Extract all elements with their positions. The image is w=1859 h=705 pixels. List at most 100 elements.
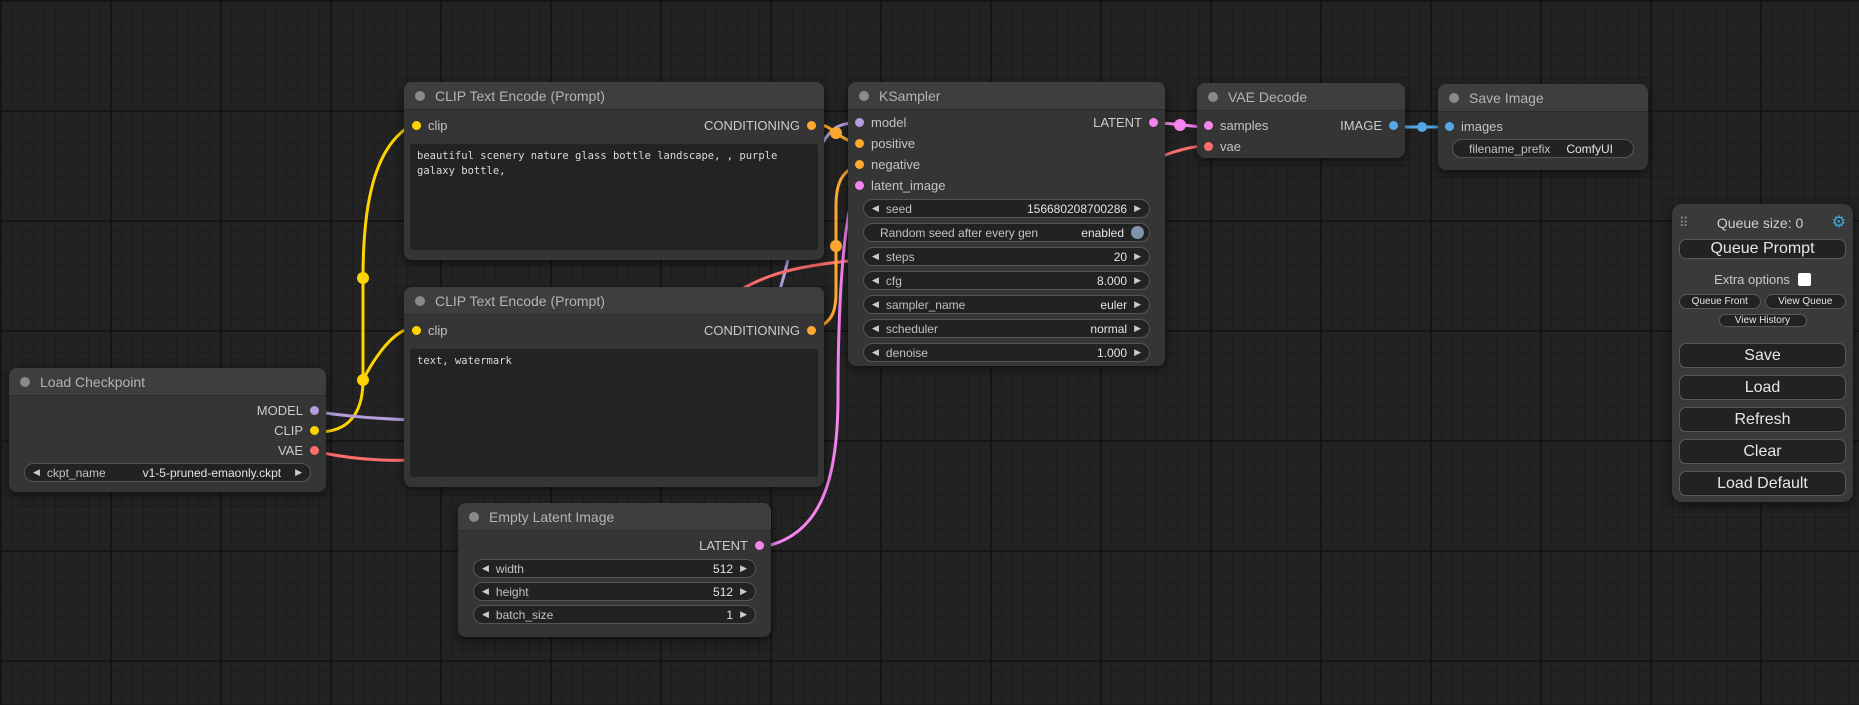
node-title-bar[interactable]: VAE Decode <box>1197 83 1405 111</box>
width-stepper[interactable]: ◀ width 512 ▶ <box>473 559 756 578</box>
steps-stepper[interactable]: ◀ steps 20 ▶ <box>863 247 1150 266</box>
node-clip-text-encode-negative[interactable]: CLIP Text Encode (Prompt) clip CONDITION… <box>404 287 824 487</box>
right-arrow-icon[interactable]: ▶ <box>1134 299 1141 309</box>
widget-value: ComfyUI <box>1566 141 1613 156</box>
left-arrow-icon[interactable]: ◀ <box>482 609 489 619</box>
link-dot-image[interactable] <box>1417 122 1427 132</box>
left-arrow-icon[interactable]: ◀ <box>872 347 879 357</box>
denoise-stepper[interactable]: ◀ denoise 1.000 ▶ <box>863 343 1150 362</box>
load-button[interactable]: Load <box>1679 375 1846 400</box>
right-arrow-icon[interactable]: ▶ <box>740 563 747 573</box>
left-arrow-icon[interactable]: ◀ <box>872 275 879 285</box>
left-arrow-icon[interactable]: ◀ <box>33 467 40 477</box>
wire-clip-to-positive-prompt[interactable] <box>316 124 412 434</box>
batch-size-stepper[interactable]: ◀ batch_size 1 ▶ <box>473 605 756 624</box>
sampler-name-combo[interactable]: ◀ sampler_name euler ▶ <box>863 295 1150 314</box>
left-arrow-icon[interactable]: ◀ <box>872 299 879 309</box>
link-dot-conditioning-positive[interactable] <box>830 127 842 139</box>
node-ksampler[interactable]: KSampler model LATENT positive negative <box>848 82 1165 366</box>
height-stepper[interactable]: ◀ height 512 ▶ <box>473 582 756 601</box>
left-arrow-icon[interactable]: ◀ <box>482 563 489 573</box>
vae-output-port[interactable] <box>310 445 319 455</box>
collapse-dot-icon[interactable] <box>859 90 869 101</box>
right-arrow-icon[interactable]: ▶ <box>295 467 302 477</box>
collapse-dot-icon[interactable] <box>415 90 425 101</box>
left-arrow-icon[interactable]: ◀ <box>872 203 879 213</box>
positive-input-port[interactable] <box>855 139 864 148</box>
wire-latent-input[interactable] <box>760 186 859 549</box>
link-dot-clip-lower[interactable] <box>357 374 369 386</box>
widget-label: Random seed after every gen <box>880 225 1039 240</box>
prompt-textarea[interactable]: text, watermark <box>410 349 818 477</box>
vae-input-port[interactable] <box>1204 142 1213 151</box>
prompt-textarea[interactable]: beautiful scenery nature glass bottle la… <box>410 144 818 250</box>
left-arrow-icon[interactable]: ◀ <box>872 323 879 333</box>
conditioning-output-port[interactable] <box>807 325 816 335</box>
right-arrow-icon[interactable]: ▶ <box>1134 203 1141 213</box>
samples-input-port[interactable] <box>1204 121 1213 130</box>
node-title-bar[interactable]: Empty Latent Image <box>458 503 771 531</box>
queue-prompt-button[interactable]: Queue Prompt <box>1679 239 1846 259</box>
save-button[interactable]: Save <box>1679 343 1846 368</box>
model-output-port[interactable] <box>310 405 319 415</box>
images-input-port[interactable] <box>1445 122 1454 131</box>
image-output-port[interactable] <box>1389 121 1398 130</box>
node-empty-latent-image[interactable]: Empty Latent Image LATENT ◀ width 512 ▶ … <box>458 503 771 637</box>
collapse-dot-icon[interactable] <box>1449 92 1459 103</box>
collapse-dot-icon[interactable] <box>469 511 479 522</box>
link-dot-clip-upper[interactable] <box>357 272 369 284</box>
cfg-stepper[interactable]: ◀ cfg 8.000 ▶ <box>863 271 1150 290</box>
ckpt-name-combo[interactable]: ◀ ckpt_name v1-5-pruned-emaonly.ckpt ▶ <box>24 463 311 482</box>
filename-prefix-field[interactable]: filename_prefix ComfyUI <box>1452 139 1634 158</box>
seed-stepper[interactable]: ◀ seed 156680208700286 ▶ <box>863 199 1150 218</box>
latent-image-input-port[interactable] <box>855 181 864 190</box>
model-input-port[interactable] <box>855 118 864 127</box>
right-arrow-icon[interactable]: ▶ <box>1134 251 1141 261</box>
view-history-button[interactable]: View History <box>1718 314 1807 327</box>
node-title: Load Checkpoint <box>40 373 146 390</box>
clip-input-port[interactable] <box>412 325 421 335</box>
refresh-button[interactable]: Refresh <box>1679 407 1846 432</box>
gear-icon[interactable]: ⚙ <box>1831 214 1846 231</box>
node-vae-decode[interactable]: VAE Decode samples IMAGE vae <box>1197 83 1405 158</box>
right-arrow-icon[interactable]: ▶ <box>740 586 747 596</box>
toggle-dot-icon[interactable] <box>1131 226 1144 239</box>
wire-clip-to-negative-prompt[interactable] <box>361 327 410 382</box>
load-default-button[interactable]: Load Default <box>1679 471 1846 496</box>
node-title-bar[interactable]: Save Image <box>1438 84 1648 112</box>
drag-handle-icon[interactable]: ⠿ <box>1679 215 1689 230</box>
node-clip-text-encode-positive[interactable]: CLIP Text Encode (Prompt) clip CONDITION… <box>404 82 824 260</box>
left-arrow-icon[interactable]: ◀ <box>482 586 489 596</box>
right-arrow-icon[interactable]: ▶ <box>1134 323 1141 333</box>
link-dot-latent[interactable] <box>1174 119 1186 131</box>
link-dot-conditioning-negative[interactable] <box>830 240 842 252</box>
node-title-bar[interactable]: Load Checkpoint <box>9 368 326 396</box>
node-title-bar[interactable]: CLIP Text Encode (Prompt) <box>404 287 824 315</box>
collapse-dot-icon[interactable] <box>20 376 30 387</box>
right-arrow-icon[interactable]: ▶ <box>740 609 747 619</box>
queue-front-button[interactable]: Queue Front <box>1679 294 1761 309</box>
view-queue-button[interactable]: View Queue <box>1764 294 1846 309</box>
clip-output-port[interactable] <box>310 425 319 435</box>
right-arrow-icon[interactable]: ▶ <box>1134 347 1141 357</box>
left-arrow-icon[interactable]: ◀ <box>872 251 879 261</box>
output-label: LATENT <box>699 537 748 553</box>
collapse-dot-icon[interactable] <box>415 295 425 306</box>
node-load-checkpoint[interactable]: Load Checkpoint MODEL CLIP VAE ◀ ckpt_na… <box>9 368 326 492</box>
clear-button[interactable]: Clear <box>1679 439 1846 464</box>
conditioning-output-port[interactable] <box>807 120 816 130</box>
node-title-bar[interactable]: CLIP Text Encode (Prompt) <box>404 82 824 110</box>
negative-input-port[interactable] <box>855 160 864 169</box>
node-title-bar[interactable]: KSampler <box>848 82 1165 110</box>
latent-output-port[interactable] <box>755 540 764 550</box>
widget-value: 156680208700286 <box>1026 201 1128 216</box>
collapse-dot-icon[interactable] <box>1208 91 1218 102</box>
extra-options-checkbox[interactable] <box>1797 273 1811 286</box>
latent-output-port[interactable] <box>1149 118 1158 127</box>
random-seed-toggle[interactable]: Random seed after every gen enabled <box>863 223 1150 242</box>
clip-input-port[interactable] <box>412 120 421 130</box>
node-save-image[interactable]: Save Image images filename_prefix ComfyU… <box>1438 84 1648 170</box>
right-arrow-icon[interactable]: ▶ <box>1134 275 1141 285</box>
scheduler-combo[interactable]: ◀ scheduler normal ▶ <box>863 319 1150 338</box>
